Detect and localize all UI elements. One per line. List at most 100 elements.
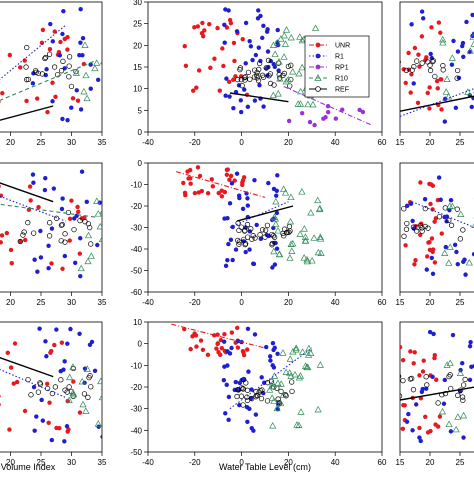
point-unr	[45, 110, 49, 114]
point-unr	[9, 248, 13, 252]
point-unr	[403, 403, 407, 407]
point-r10	[453, 427, 459, 432]
point-r1	[274, 193, 278, 197]
panel-frame	[148, 322, 382, 452]
point-r10	[284, 27, 290, 32]
point-r10	[116, 240, 122, 245]
point-unr	[413, 46, 417, 50]
point-unr	[208, 66, 212, 70]
y-tick-label: -30	[130, 405, 142, 414]
point-ref	[392, 56, 397, 61]
point-r1	[431, 332, 435, 336]
point-unr	[53, 95, 57, 99]
point-ref	[259, 396, 264, 401]
point-r1	[81, 36, 85, 40]
point-r1	[77, 332, 81, 336]
point-ref	[59, 377, 64, 382]
x-tick-label: 20	[426, 458, 435, 467]
x-tick-label: 25	[37, 298, 46, 307]
point-r1	[65, 341, 69, 345]
x-tick-label: 35	[98, 458, 107, 467]
point-r1	[46, 244, 50, 248]
point-r1	[60, 196, 64, 200]
point-r1	[31, 81, 35, 85]
point-r1	[410, 219, 414, 223]
point-r1	[226, 418, 230, 422]
point-unr	[232, 59, 236, 63]
x-tick-label: 20	[426, 138, 435, 147]
point-ref	[424, 383, 429, 388]
point-r1	[234, 247, 238, 251]
x-tick-label: 35	[98, 298, 107, 307]
point-unr	[212, 57, 216, 61]
point-rp1	[300, 111, 304, 115]
point-unr	[431, 247, 435, 251]
point-r10	[442, 250, 448, 255]
panel-frame	[0, 2, 102, 132]
point-ref	[245, 222, 250, 227]
point-r1	[89, 87, 93, 91]
point-r10	[270, 92, 276, 97]
point-r10	[297, 373, 303, 378]
point-ref	[53, 385, 58, 390]
point-unr	[434, 378, 438, 382]
point-ref	[26, 377, 31, 382]
point-unr	[50, 81, 54, 85]
x-tick-label: 35	[98, 138, 107, 147]
point-ref	[414, 59, 419, 64]
point-ref	[24, 45, 29, 50]
point-r1	[412, 81, 416, 85]
point-unr	[241, 349, 245, 353]
y-tick-label: 0	[138, 340, 143, 349]
point-r1	[470, 13, 474, 17]
point-r1	[222, 378, 226, 382]
point-r10	[315, 407, 321, 412]
y-tick-label: -30	[130, 224, 142, 233]
point-r1	[234, 380, 238, 384]
point-r1	[248, 229, 252, 233]
point-r1	[420, 9, 424, 13]
point-ref	[420, 61, 425, 66]
point-r1	[443, 378, 447, 382]
point-r1	[468, 378, 472, 382]
point-r1	[59, 369, 63, 373]
point-r1	[421, 16, 425, 20]
x-tick-label: 0	[239, 138, 244, 147]
point-r1	[257, 45, 261, 49]
point-r1	[228, 351, 232, 355]
point-unr	[35, 96, 39, 100]
point-r1	[31, 181, 35, 185]
point-unr	[229, 21, 233, 25]
point-r1	[32, 385, 36, 389]
point-r1	[437, 175, 441, 179]
point-r10	[299, 65, 305, 70]
point-unr	[8, 53, 12, 57]
point-r1	[41, 418, 45, 422]
point-ref	[63, 231, 68, 236]
point-unr	[426, 91, 430, 95]
point-r1	[69, 106, 73, 110]
point-ref	[424, 374, 429, 379]
point-ref	[248, 77, 253, 82]
point-r1	[450, 63, 454, 67]
point-r1	[257, 83, 261, 87]
point-ref	[88, 242, 93, 247]
point-unr	[181, 181, 185, 185]
legend-label-r10: R10	[335, 76, 348, 83]
point-unr	[24, 99, 28, 103]
point-unr	[406, 51, 410, 55]
point-unr	[241, 178, 245, 182]
point-r10	[443, 89, 449, 94]
point-layer	[0, 7, 128, 122]
point-unr	[430, 236, 434, 240]
point-r1	[225, 383, 229, 387]
point-r1	[266, 181, 270, 185]
point-unr	[206, 191, 210, 195]
point-r1	[414, 402, 418, 406]
point-r10	[275, 91, 281, 96]
x-tick-label: 20	[284, 138, 293, 147]
point-unr	[220, 194, 224, 198]
